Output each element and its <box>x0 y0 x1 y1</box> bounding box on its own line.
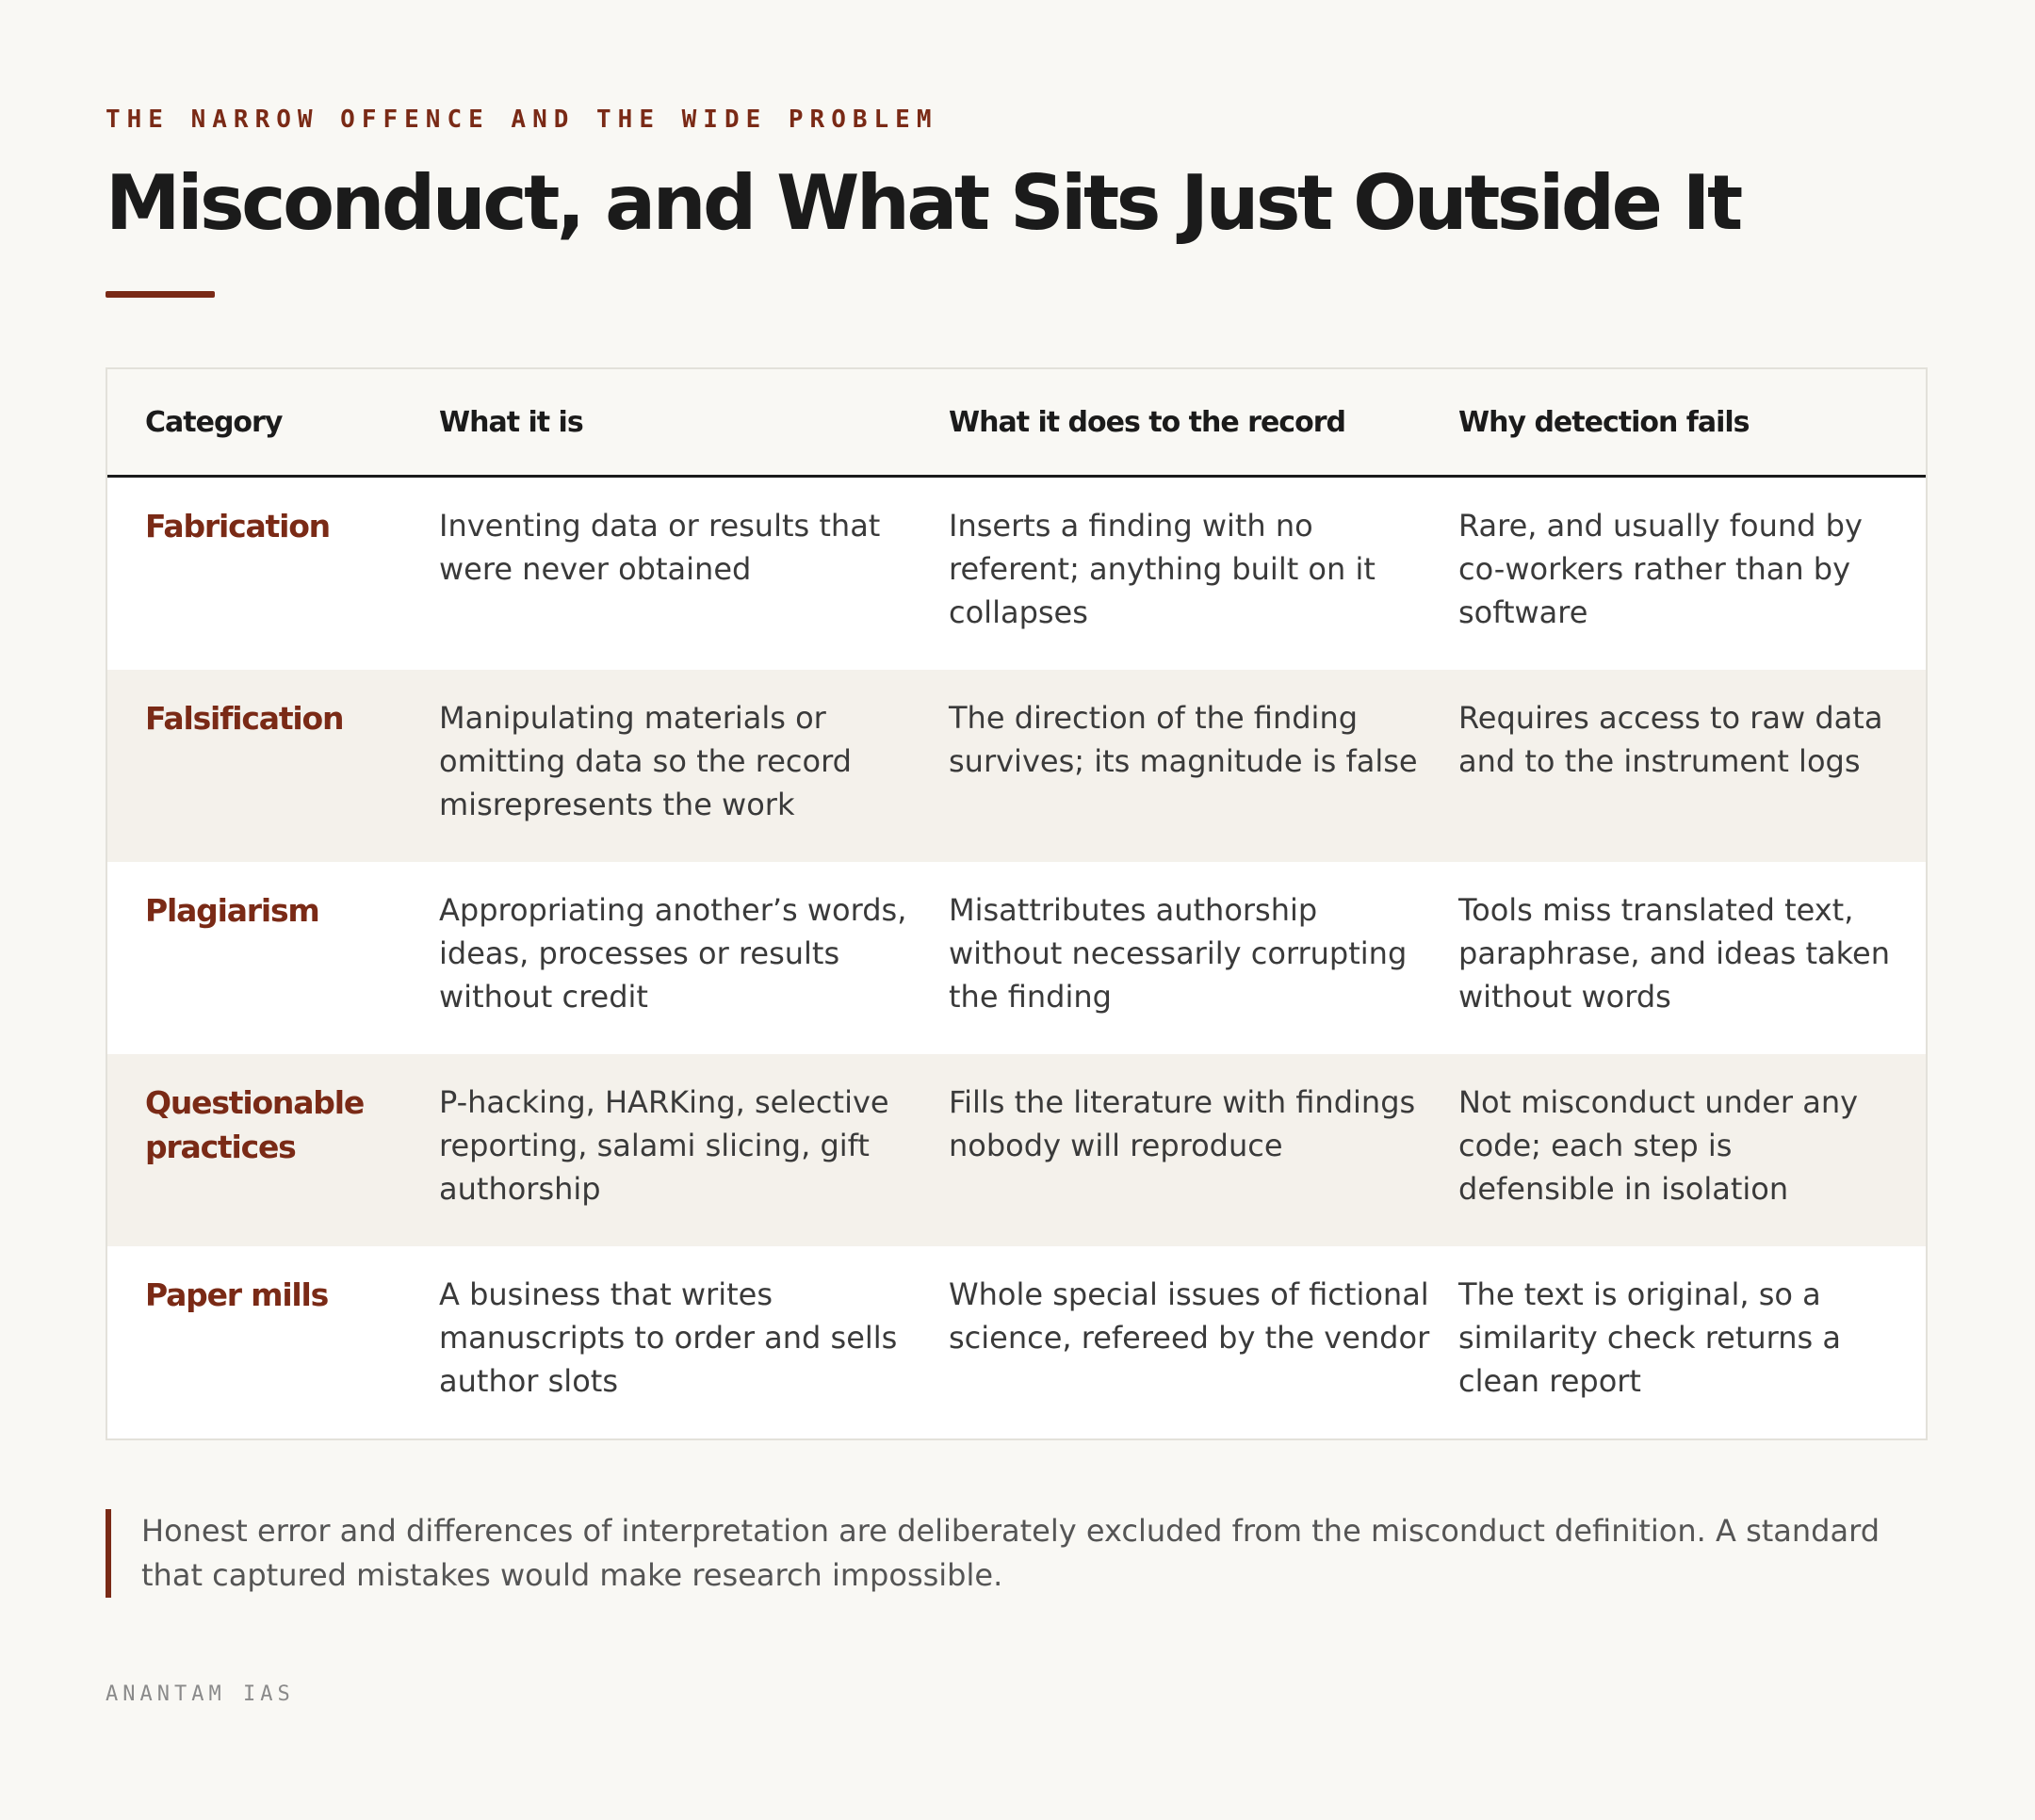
category-cell: Questionable practices <box>145 1084 365 1165</box>
table-row: Paper mills A business that writes manus… <box>107 1246 1926 1438</box>
detection-cell: Not misconduct under any code; each step… <box>1458 1084 1859 1207</box>
table-row: Plagiarism Appropriating another’s words… <box>107 862 1926 1054</box>
category-cell: Fabrication <box>145 508 331 544</box>
column-header-category: Category <box>145 405 283 439</box>
effect-cell: Misattributes authorship without necessa… <box>949 892 1408 1015</box>
what-it-is-cell: Appropriating another’s words, ideas, pr… <box>439 892 907 1015</box>
callout-note: Honest error and differences of interpre… <box>106 1509 1928 1598</box>
column-header-what-it-is: What it is <box>439 405 584 439</box>
table-header-row: Category What it is What it does to the … <box>107 369 1926 478</box>
table-row: Questionable practices P-hacking, HARKin… <box>107 1054 1926 1246</box>
detection-cell: Rare, and usually found by co-workers ra… <box>1458 508 1863 630</box>
table-row: Falsification Manipulating materials or … <box>107 670 1926 862</box>
detection-cell: The text is original, so a similarity ch… <box>1458 1276 1841 1399</box>
what-it-is-cell: P-hacking, HARKing, selective reporting,… <box>439 1084 889 1207</box>
what-it-is-cell: A business that writes manuscripts to or… <box>439 1276 898 1399</box>
misconduct-table: Category What it is What it does to the … <box>106 367 1928 1440</box>
effect-cell: Fills the literature with findings nobod… <box>949 1084 1416 1163</box>
column-header-detection: Why detection fails <box>1458 405 1750 439</box>
detection-cell: Tools miss translated text, paraphrase, … <box>1458 892 1890 1015</box>
title-accent-rule <box>106 291 215 298</box>
effect-cell: The direction of the finding survives; i… <box>949 700 1418 779</box>
effect-cell: Whole special issues of fictional scienc… <box>949 1276 1430 1356</box>
detection-cell: Requires access to raw data and to the i… <box>1458 700 1883 779</box>
category-cell: Plagiarism <box>145 892 320 929</box>
what-it-is-cell: Manipulating materials or omitting data … <box>439 700 852 822</box>
footer-brand: ANANTAM IAS <box>106 1682 295 1706</box>
column-header-effect: What it does to the record <box>949 405 1346 439</box>
page-title: Misconduct, and What Sits Just Outside I… <box>106 159 1743 247</box>
category-cell: Falsification <box>145 700 344 737</box>
what-it-is-cell: Inventing data or results that were neve… <box>439 508 881 587</box>
category-cell: Paper mills <box>145 1276 329 1313</box>
eyebrow-label: THE NARROW OFFENCE AND THE WIDE PROBLEM <box>106 106 938 134</box>
table-row: Fabrication Inventing data or results th… <box>107 478 1926 670</box>
effect-cell: Inserts a finding with no referent; anyt… <box>949 508 1376 630</box>
